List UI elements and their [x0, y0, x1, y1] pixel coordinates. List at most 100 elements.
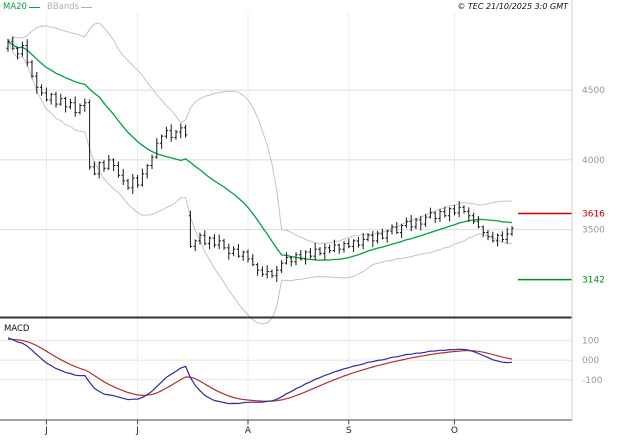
- candle: [87, 99, 92, 170]
- month-label: J: [44, 426, 48, 436]
- candle: [452, 204, 457, 216]
- macd-line: [7, 337, 513, 405]
- macd-signal-line: [8, 338, 513, 402]
- candle: [54, 91, 58, 108]
- candle: [198, 232, 202, 245]
- axes-borders: [0, 0, 573, 425]
- candle: [486, 229, 490, 241]
- legend-bbands-label: BBands: [46, 2, 80, 12]
- candle: [63, 96, 68, 113]
- candle: [150, 154, 154, 169]
- macd-tick-label: -100: [582, 376, 603, 386]
- candle: [39, 84, 44, 96]
- month-label: A: [245, 426, 252, 436]
- candle: [11, 36, 15, 50]
- candle: [342, 241, 346, 253]
- copyright-text: © TEC 21/10/2025 3:0 GMT: [457, 2, 568, 11]
- candle: [337, 243, 341, 254]
- candle: [471, 212, 476, 225]
- legend-item-ma20: MA20: [3, 2, 40, 12]
- resistance-label: 3616: [582, 209, 605, 219]
- candle: [131, 173, 135, 195]
- candle: [30, 60, 34, 79]
- candle: [308, 248, 313, 259]
- month-label: S: [346, 426, 352, 436]
- candle: [313, 242, 317, 261]
- candle: [68, 98, 73, 110]
- candle: [121, 168, 125, 186]
- candle: [500, 231, 505, 242]
- candle: [251, 254, 255, 267]
- ma20-overlay: [7, 40, 513, 261]
- candle: [116, 161, 121, 178]
- candle: [284, 252, 289, 265]
- candle: [395, 222, 399, 235]
- candle: [35, 72, 39, 94]
- candle: [303, 250, 308, 265]
- vertical-gridlines: [45, 12, 455, 419]
- candle: [390, 224, 394, 235]
- candle: [457, 201, 461, 218]
- candle: [299, 249, 303, 261]
- candle: [222, 238, 226, 250]
- candle: [207, 236, 212, 250]
- candle: [174, 129, 178, 140]
- price-gridlines: [0, 89, 572, 231]
- price-tick-label: 4500: [582, 86, 605, 96]
- candle: [385, 229, 389, 243]
- candle: [275, 265, 279, 282]
- candles-layer: [6, 36, 514, 282]
- chart-legend: MA20 BBands: [3, 2, 93, 12]
- candle: [289, 256, 293, 267]
- macd-lines-layer: [7, 337, 513, 405]
- ma20-line: [7, 40, 513, 261]
- candle: [510, 226, 514, 236]
- candle: [438, 209, 442, 222]
- candle: [227, 243, 231, 260]
- candle: [193, 239, 197, 252]
- candle: [404, 217, 409, 228]
- support-label: 3142: [582, 276, 605, 286]
- candle: [255, 262, 260, 276]
- candle: [356, 236, 361, 248]
- candle: [399, 223, 404, 239]
- candle: [294, 252, 298, 266]
- candle: [467, 207, 471, 222]
- candle: [375, 230, 380, 244]
- candle: [188, 210, 193, 248]
- candle: [443, 206, 447, 218]
- candle: [428, 207, 433, 219]
- candle: [145, 164, 149, 179]
- candle: [102, 160, 106, 172]
- candle: [83, 98, 87, 112]
- candle: [126, 178, 130, 190]
- candle: [107, 155, 111, 170]
- legend-bbands-swatch: [81, 6, 93, 8]
- candle: [155, 138, 159, 159]
- candle: [332, 239, 337, 252]
- candle: [380, 228, 385, 240]
- candle: [236, 243, 241, 258]
- candle: [279, 260, 284, 273]
- candle: [366, 233, 370, 242]
- month-label: J: [135, 426, 139, 436]
- candle: [433, 211, 437, 224]
- price-tick-label: 4000: [582, 156, 605, 166]
- legend-item-bbands: BBands: [46, 2, 93, 12]
- candle: [73, 96, 77, 117]
- candle: [246, 249, 250, 263]
- bb-lower-line: [7, 41, 513, 325]
- candle: [78, 103, 82, 115]
- legend-ma20-label: MA20: [3, 2, 27, 12]
- candle: [49, 92, 53, 105]
- candle: [183, 124, 188, 138]
- candle: [327, 244, 332, 254]
- candle: [505, 227, 509, 244]
- candle: [159, 134, 164, 149]
- candle: [59, 93, 63, 106]
- candle: [495, 233, 500, 247]
- candle: [419, 215, 423, 231]
- level-lines: [518, 212, 572, 281]
